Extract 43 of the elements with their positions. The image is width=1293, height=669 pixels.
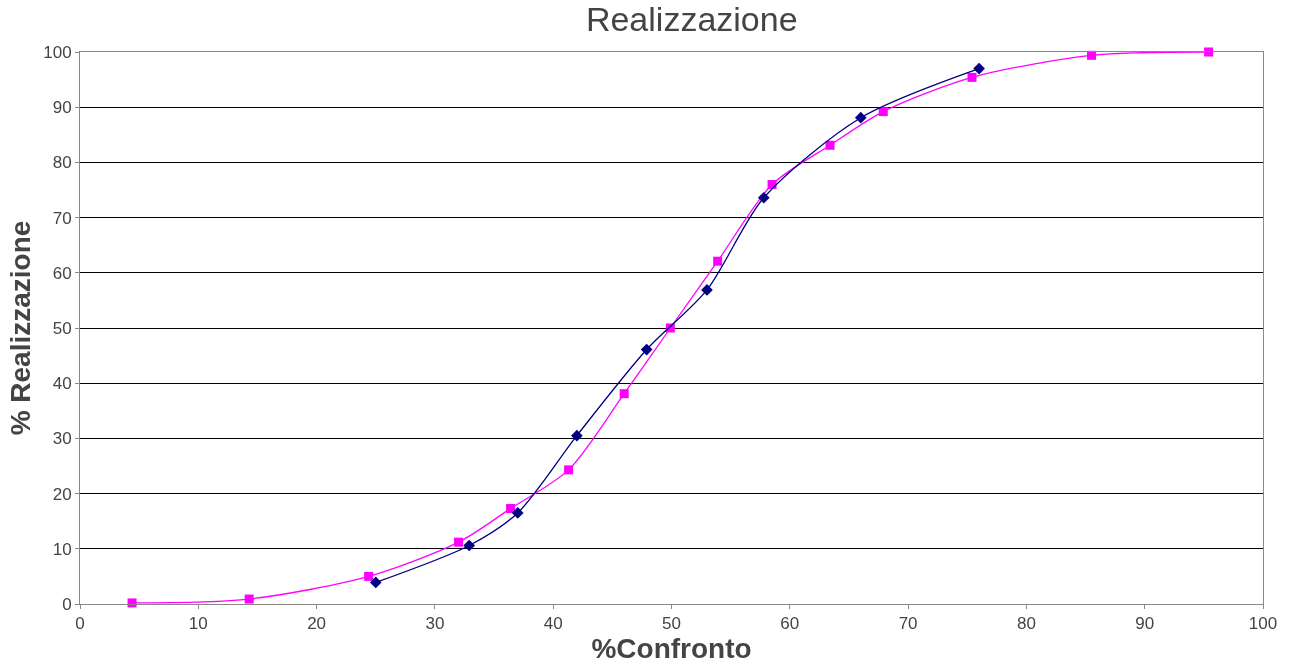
point	[973, 62, 985, 75]
point	[564, 465, 574, 475]
y-tick-label: 80	[52, 153, 72, 173]
y-tick-label: 0	[62, 594, 72, 614]
y-tick-label: 60	[52, 263, 72, 283]
y-tick-label: 50	[52, 318, 72, 338]
x-tick-label: 80	[1016, 614, 1036, 634]
point	[506, 504, 516, 513]
x-tick-label: 0	[75, 614, 85, 634]
x-tick-label: 40	[543, 614, 563, 634]
x-tick-label: 50	[662, 614, 681, 634]
point	[571, 429, 583, 442]
point	[369, 576, 382, 589]
x-tick-label: 90	[1135, 614, 1155, 634]
x-tick-label: 20	[307, 614, 327, 634]
point	[364, 571, 374, 581]
x-axis-title: %Confronto	[591, 633, 752, 665]
x-tick-label: 60	[780, 614, 800, 634]
y-tick-label: 90	[52, 98, 72, 118]
y-tick-label: 70	[52, 208, 72, 228]
point	[878, 107, 888, 117]
y-axis-title: % Realizzazione	[4, 220, 36, 436]
x-tick-label: 10	[188, 614, 208, 634]
y-tick-label: 30	[52, 429, 72, 449]
point	[854, 111, 867, 124]
y-tick-label: 10	[52, 539, 72, 559]
point	[713, 256, 723, 266]
x-tick-label: 30	[425, 614, 445, 634]
point	[757, 191, 770, 204]
y-tick-label: 100	[43, 42, 72, 62]
point	[640, 343, 653, 356]
point	[244, 594, 254, 604]
x-tick-label: 70	[898, 614, 918, 634]
x-tick-label: 100	[1248, 614, 1278, 634]
point	[463, 539, 476, 552]
y-tick-label: 20	[52, 484, 72, 504]
point	[511, 507, 524, 519]
y-tick-label: 40	[52, 374, 72, 394]
point	[825, 140, 835, 150]
point	[619, 389, 629, 399]
chart-title: Realizzazione	[585, 0, 798, 38]
point	[967, 72, 977, 82]
point	[454, 537, 464, 547]
